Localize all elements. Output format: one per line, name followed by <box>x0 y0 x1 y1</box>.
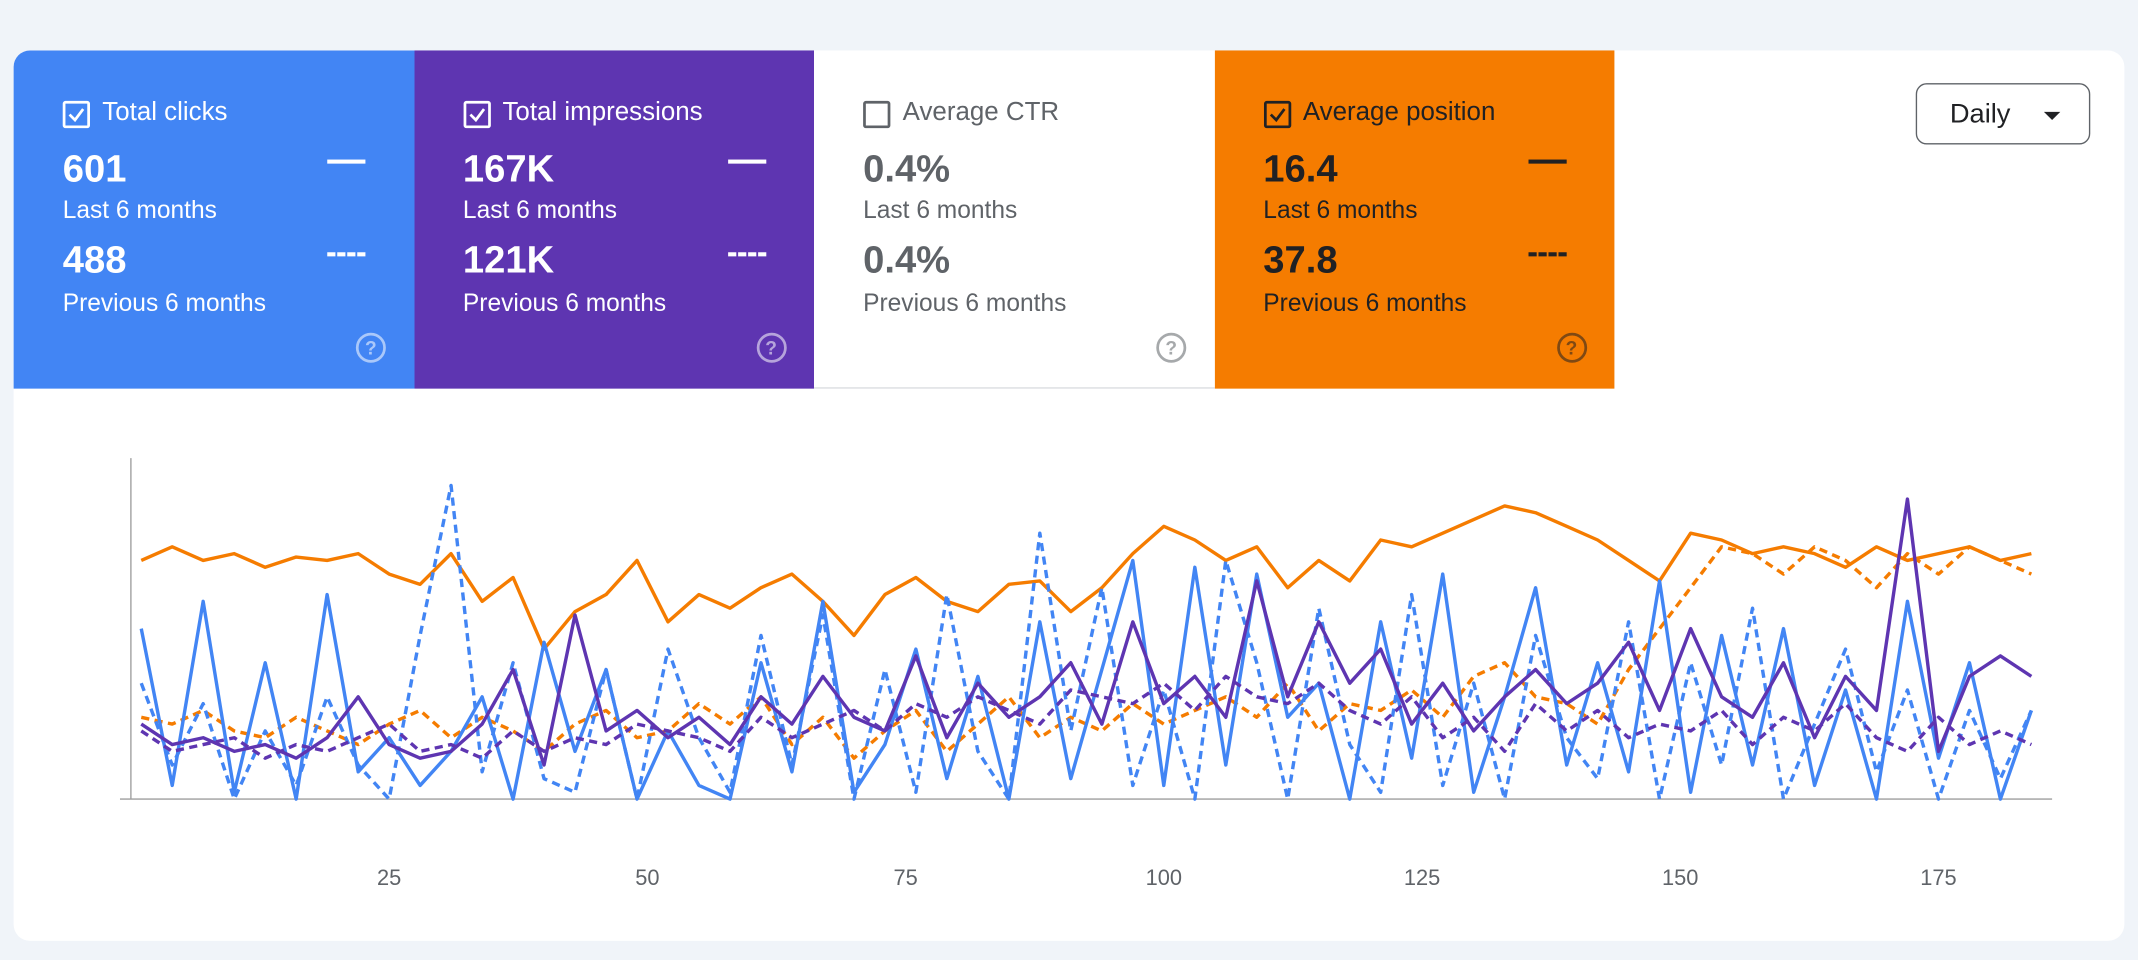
help-icon[interactable]: ? <box>1156 332 1187 363</box>
x-tick-label: 25 <box>377 865 401 890</box>
help-icon[interactable]: ? <box>756 332 787 363</box>
legend-dashed <box>727 252 766 257</box>
current-value: 16.4 <box>1263 147 1338 190</box>
metric-card[interactable]: Total clicks 601 Last 6 months 488 Previous … <box>13 50 414 389</box>
checkmark-path <box>68 108 85 123</box>
checkbox <box>1263 100 1291 129</box>
legend-dashed <box>1527 252 1567 257</box>
previous-value: 121K <box>462 238 555 281</box>
x-tick-label: 175 <box>1920 865 1956 890</box>
metric-label: Average position <box>1302 98 1496 127</box>
current-value: 0.4% <box>863 147 951 190</box>
current-period: Last 6 months <box>462 196 618 224</box>
checkmark <box>468 108 485 123</box>
x-tick-label: 75 <box>893 865 917 890</box>
help-icon[interactable]: ? <box>355 332 386 363</box>
series-line <box>139 558 2033 801</box>
previous-period: Previous 6 months <box>62 289 266 317</box>
legend-solid <box>327 159 366 164</box>
x-tick-label: 150 <box>1662 865 1698 890</box>
series-line <box>139 483 2033 801</box>
current-period: Last 6 months <box>62 196 217 224</box>
series-line <box>140 497 2033 767</box>
series-line <box>140 545 2033 760</box>
series-line <box>140 504 2032 651</box>
metric-card[interactable]: Average position 16.4 Last 6 months 37.8 Pre… <box>1214 50 1615 389</box>
checkmark-path <box>468 108 485 123</box>
checkmark <box>1269 108 1285 123</box>
checkmark <box>68 108 85 123</box>
previous-period: Previous 6 months <box>863 289 1067 317</box>
metric-card[interactable]: Total impressions 167K Last 6 months 121K Pr… <box>413 50 815 389</box>
current-period: Last 6 months <box>1263 196 1418 224</box>
previous-value: 37.8 <box>1263 238 1338 281</box>
previous-value: 0.4% <box>863 238 951 281</box>
x-tick-label: 50 <box>635 865 659 890</box>
checkmark-path <box>1269 108 1285 123</box>
current-value: 601 <box>62 147 127 190</box>
checkbox <box>863 100 891 129</box>
dropdown-arrow <box>2043 111 2061 121</box>
metric-card[interactable]: Average CTR 0.4% Last 6 months 0.4% Previous… <box>814 50 1215 389</box>
current-period: Last 6 months <box>863 196 1018 224</box>
x-tick-label: 100 <box>1146 865 1182 890</box>
metric-label: Total clicks <box>102 98 228 127</box>
previous-value: 488 <box>62 238 127 281</box>
previous-period: Previous 6 months <box>462 289 667 317</box>
series-line <box>140 674 2033 760</box>
previous-period: Previous 6 months <box>1263 289 1467 317</box>
legend-solid <box>727 159 766 164</box>
checkbox <box>462 100 491 129</box>
help-icon[interactable]: ? <box>1556 332 1587 363</box>
period-label: Daily <box>1949 99 2011 130</box>
legend-dashed <box>327 252 366 257</box>
checkbox <box>62 100 90 129</box>
x-tick-label: 125 <box>1404 865 1440 890</box>
legend-solid <box>1527 159 1567 164</box>
metric-label: Total impressions <box>502 98 703 127</box>
metric-label: Average CTR <box>902 98 1060 127</box>
period-selector[interactable]: Daily <box>1915 83 2091 145</box>
current-value: 167K <box>462 147 555 190</box>
